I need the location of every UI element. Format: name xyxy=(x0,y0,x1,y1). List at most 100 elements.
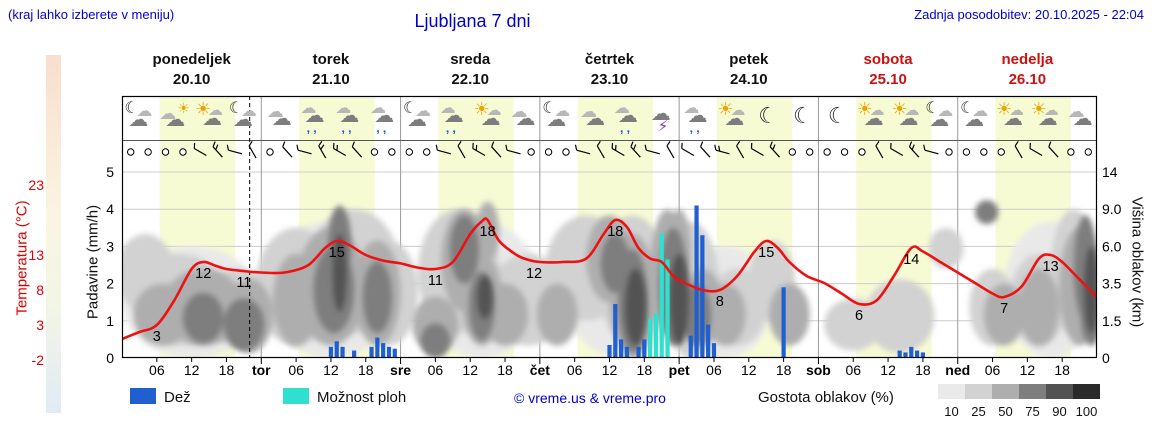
svg-text:1: 1 xyxy=(106,313,114,329)
svg-text:0: 0 xyxy=(106,350,114,366)
showers-legend-swatch xyxy=(283,388,309,404)
svg-text:tor: tor xyxy=(252,362,271,378)
wind-row xyxy=(127,140,1092,159)
weather-icon-rain: ☁ ☁ ‚‚ xyxy=(613,100,638,135)
density-swatch-50 xyxy=(992,384,1019,399)
day-header: sobota 25.10 xyxy=(863,50,912,90)
temperature-line xyxy=(122,217,1097,341)
wind-barb-icon xyxy=(666,140,675,159)
svg-text:18: 18 xyxy=(1054,362,1070,378)
rain-bar xyxy=(903,352,908,358)
wind-barb-icon xyxy=(875,140,884,159)
wind-barb-icon xyxy=(1029,142,1043,157)
svg-text:sob: sob xyxy=(806,362,831,378)
wind-barb-icon xyxy=(318,140,327,159)
weather-icon-rain: ☁ ☁ ‚‚ xyxy=(439,100,464,135)
svg-text:-2: -2 xyxy=(32,352,45,368)
weather-icon-moon-cloud: ☾ ☁ ☁ xyxy=(124,100,153,131)
density-label: 50 xyxy=(998,404,1013,419)
wind-barb-icon xyxy=(282,141,293,158)
svg-text:15: 15 xyxy=(758,245,774,261)
rain-bar xyxy=(334,341,339,358)
wind-calm-icon xyxy=(997,148,1005,156)
wind-barb-icon xyxy=(630,141,641,158)
weather-icon-moon-cloud: ☾ ☁ ☁ xyxy=(228,100,257,131)
rain-bar xyxy=(694,205,699,358)
density-swatch-10 xyxy=(938,384,965,399)
wind-barb-icon xyxy=(212,141,223,158)
wind-barb-icon xyxy=(491,141,502,158)
wind-calm-icon xyxy=(266,148,274,156)
weather-icon-moon-cloud: ☾ ☁ ☁ xyxy=(402,100,431,131)
density-swatch-25 xyxy=(965,384,992,399)
rain-legend-swatch xyxy=(130,388,156,404)
weather-icon-moon-cloud: ☾ ☁ ☁ xyxy=(960,100,989,131)
svg-text:14: 14 xyxy=(903,252,919,268)
rain-bar xyxy=(328,346,334,358)
weather-icon-rain: ☁ ☁ ‚‚ xyxy=(300,100,325,135)
wind-calm-icon xyxy=(405,148,413,156)
svg-text:9.0: 9.0 xyxy=(1102,201,1122,217)
svg-text:18: 18 xyxy=(497,362,513,378)
rain-bar xyxy=(700,235,705,358)
wind-calm-icon xyxy=(980,148,988,156)
weather-icon-rain: ☁ ☁ ‚‚ xyxy=(370,100,395,135)
svg-text:12: 12 xyxy=(184,362,200,378)
x-axis: 06 12 18 06 12 18 06 12 18 06 12 18 06 12 18 06 12 18 06 12… xyxy=(149,358,1070,378)
wind-barb-icon xyxy=(681,142,695,157)
svg-text:18: 18 xyxy=(358,362,374,378)
rain-bar xyxy=(642,339,647,358)
rain-bar xyxy=(607,344,612,358)
svg-text:06: 06 xyxy=(985,362,1001,378)
svg-text:06: 06 xyxy=(288,362,304,378)
cloud-density-legend-title: Gostota oblakov (%) xyxy=(758,389,894,406)
wind-barb-icon xyxy=(457,140,466,159)
svg-text:3: 3 xyxy=(36,317,44,333)
svg-text:pet: pet xyxy=(669,362,690,378)
weather-icon-storm: ☁ ⚡ xyxy=(650,103,671,135)
svg-text:06: 06 xyxy=(428,362,444,378)
day-name: ponedeljek xyxy=(152,51,231,68)
wind-calm-icon xyxy=(161,148,170,156)
weather-icon-moon: ☾ xyxy=(827,103,848,128)
wind-barb-icon xyxy=(505,144,521,155)
svg-text:6.0: 6.0 xyxy=(1102,238,1122,254)
wind-calm-icon xyxy=(388,148,396,156)
svg-text:1.5: 1.5 xyxy=(1102,313,1122,329)
wind-barb-icon xyxy=(596,140,605,159)
cloud-axis-ticks: 14 9.0 6.0 3.5 1.5 0 xyxy=(1102,164,1122,366)
svg-text:18: 18 xyxy=(637,362,653,378)
day-date: 24.10 xyxy=(730,71,768,88)
day-date: 25.10 xyxy=(869,71,907,88)
weather-icon-moon: ☾ xyxy=(793,103,813,128)
svg-text:7: 7 xyxy=(1000,301,1008,317)
svg-text:12: 12 xyxy=(880,362,896,378)
svg-text:11: 11 xyxy=(428,273,443,289)
day-date: 26.10 xyxy=(1008,71,1047,88)
svg-text:06: 06 xyxy=(567,362,583,378)
rain-bar xyxy=(352,350,357,358)
svg-text:06: 06 xyxy=(845,362,861,378)
svg-text:18: 18 xyxy=(915,362,931,378)
svg-text:14: 14 xyxy=(1102,164,1118,180)
svg-text:18: 18 xyxy=(776,362,792,378)
copyright-link[interactable]: © vreme.us & vreme.pro xyxy=(514,390,666,406)
wind-barb-icon xyxy=(351,141,363,158)
svg-text:12: 12 xyxy=(195,266,211,282)
shower-bar xyxy=(653,313,659,358)
day-header: petek 24.10 xyxy=(729,50,768,90)
svg-text:12: 12 xyxy=(526,266,542,282)
weather-icon-rain: ☁ ☁ ‚‚ xyxy=(335,100,360,135)
svg-text:13: 13 xyxy=(1043,259,1059,275)
svg-text:sre: sre xyxy=(390,362,411,378)
weather-icon-cloud: ☁ ☁ xyxy=(510,102,536,130)
wind-calm-icon xyxy=(1067,148,1075,156)
svg-text:6: 6 xyxy=(855,308,863,324)
rain-bar xyxy=(613,304,618,358)
day-date: 21.10 xyxy=(312,71,350,88)
svg-text:12: 12 xyxy=(1020,362,1036,378)
svg-text:3: 3 xyxy=(106,238,114,254)
day-header: četrtek 23.10 xyxy=(585,50,634,90)
wind-calm-icon xyxy=(962,148,971,156)
